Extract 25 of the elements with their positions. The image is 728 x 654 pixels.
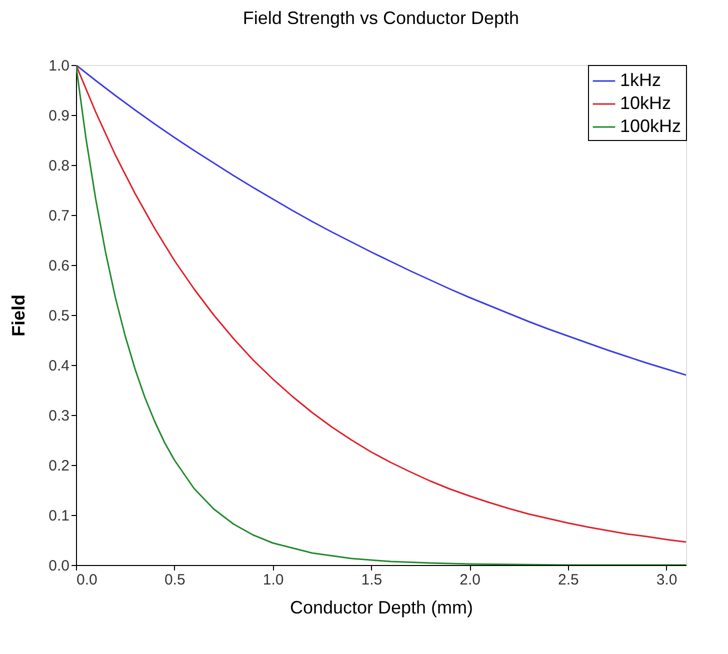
x-tick-label: 1.5 (361, 572, 382, 588)
y-tick-label: 0.7 (48, 208, 70, 224)
y-tick-label: 0.1 (48, 508, 70, 524)
y-tick-label: 0.2 (48, 458, 70, 474)
y-tick-label: 0.9 (48, 108, 70, 124)
line-series (76, 65, 686, 376)
chart-title: Field Strength vs Conductor Depth (242, 8, 520, 28)
y-tick-label: 0.5 (48, 308, 70, 324)
y-axis-title: Field (8, 294, 29, 337)
x-tick-label: 2.0 (460, 572, 480, 588)
y-tick-label: 0.4 (48, 358, 70, 374)
legend-label: 100kHz (620, 116, 682, 136)
y-tick-label: 1.0 (48, 58, 70, 74)
y-tick-label: 0.0 (48, 558, 70, 574)
legend-label: 10kHz (620, 93, 672, 113)
x-tick-label: 0.0 (76, 572, 98, 588)
x-tick-label: 1.0 (262, 572, 284, 588)
y-tick-label: 0.8 (48, 158, 70, 174)
x-axis-title: Conductor Depth (mm) (290, 598, 474, 618)
y-tick-label: 0.3 (48, 408, 70, 424)
x-tick-label: 0.5 (164, 572, 186, 588)
y-tick-label: 0.6 (48, 258, 70, 274)
x-tick-label: 2.5 (558, 572, 579, 588)
x-tick-label: 3.0 (656, 572, 678, 588)
legend-label: 1kHz (620, 70, 662, 90)
